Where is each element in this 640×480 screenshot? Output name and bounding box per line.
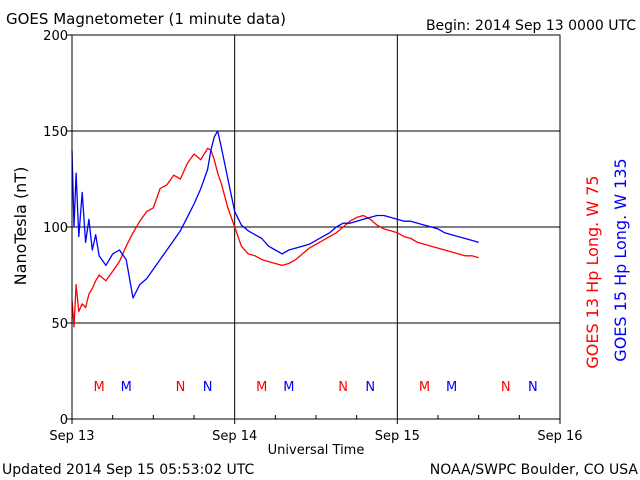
legend-goes15: GOES 15 Hp Long. W 135 [611, 158, 630, 361]
grid-lines [72, 35, 560, 419]
y-tick-label: 0 [60, 413, 68, 428]
y-axis-label: NanoTesla (nT) [11, 167, 30, 286]
series-line-goes15 [71, 130, 479, 299]
mn-marker: M [283, 380, 294, 395]
credit-text: NOAA/SWPC Boulder, CO USA [430, 462, 639, 478]
x-tick-label: Sep 13 [49, 429, 94, 444]
x-tick-label: Sep 16 [537, 429, 582, 444]
chart-title: GOES Magnetometer (1 minute data) [6, 10, 286, 28]
mn-marker: M [121, 380, 132, 395]
updated-timestamp: Updated 2014 Sep 15 05:53:02 UTC [2, 462, 255, 478]
mn-marker: N [365, 380, 375, 395]
x-axis-label: Universal Time [268, 443, 365, 458]
y-tick-label: 200 [43, 29, 68, 44]
y-tick-label: 150 [43, 125, 68, 140]
mn-marker: N [528, 380, 538, 395]
series-lines [71, 130, 479, 328]
mn-marker: M [256, 380, 267, 395]
y-tick-label: 100 [43, 221, 68, 236]
mn-marker: M [419, 380, 430, 395]
mn-marker: N [501, 380, 511, 395]
x-tick-label: Sep 15 [375, 429, 420, 444]
legend-goes13: GOES 13 Hp Long. W 75 [583, 175, 602, 368]
mn-marker: N [176, 380, 186, 395]
mn-marker: M [94, 380, 105, 395]
axis-ticks: 0 50 100 150 200 Sep 13 Sep 14 Sep 15 Sep 16 [43, 29, 582, 444]
mn-marker: N [338, 380, 348, 395]
mn-marker: N [203, 380, 213, 395]
x-tick-label: Sep 14 [212, 429, 257, 444]
begin-time: Begin: 2014 Sep 13 0000 UTC [426, 18, 636, 34]
mn-marker: M [446, 380, 457, 395]
series-line-goes13 [71, 147, 479, 328]
plot-frame [71, 34, 561, 420]
y-tick-label: 50 [51, 317, 68, 332]
